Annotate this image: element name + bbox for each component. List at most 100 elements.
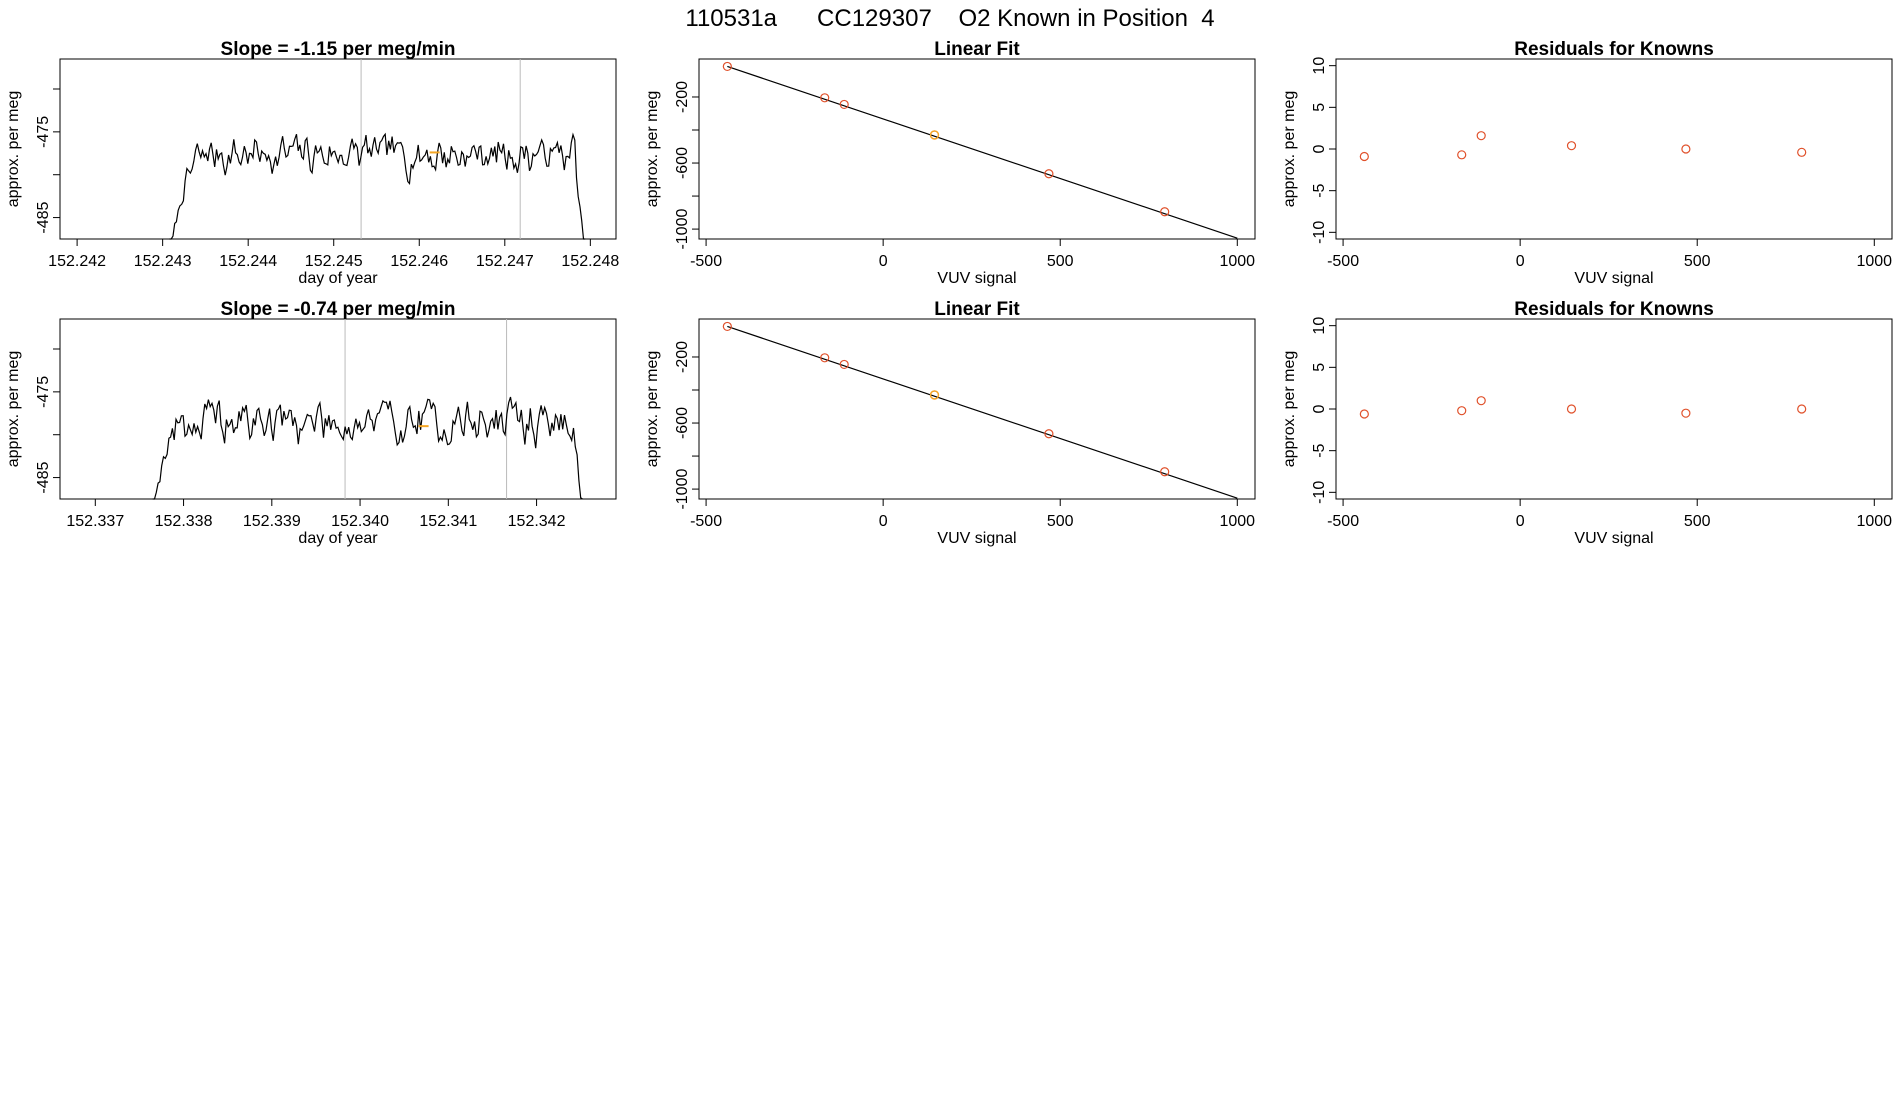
fit2-point — [1044, 429, 1054, 439]
fit1-ytick-label: -200 — [674, 81, 691, 113]
ts1-ylabel: approx. per meg — [5, 91, 22, 208]
res1-title: Residuals for Knowns — [1514, 39, 1714, 60]
ts2-xtick-label: 152.340 — [331, 513, 389, 530]
fit2-xtick-label: 0 — [879, 513, 888, 530]
res2-ytick-label: 0 — [1311, 404, 1328, 413]
fit1-plot-frame — [698, 58, 1256, 240]
ts2-xtick-label: 152.339 — [243, 513, 301, 530]
fit1-title: Linear Fit — [934, 39, 1020, 60]
res2-point — [1681, 408, 1691, 418]
fit1-xtick-label: 0 — [879, 253, 888, 270]
fit2-xlabel: VUV signal — [937, 530, 1016, 547]
res2-point — [1566, 404, 1577, 414]
res2-xtick-label: 1000 — [1856, 513, 1892, 530]
ts1-series-line — [169, 132, 586, 240]
fit1-point — [722, 61, 732, 72]
fit2-point — [820, 353, 830, 363]
ts1-title: Slope = -1.15 per meg/min — [221, 39, 456, 60]
res1-xtick-label: 500 — [1684, 253, 1711, 270]
ts1-xlabel: day of year — [298, 270, 378, 287]
res2-ylabel: approx. per meg — [1281, 351, 1298, 468]
res1-ytick-label: 10 — [1311, 57, 1328, 75]
res1-xtick-label: -500 — [1327, 253, 1359, 270]
fit1-ytick-label: -1000 — [674, 209, 691, 250]
res2-ytick-label: -5 — [1311, 443, 1328, 457]
fit2-fit-line — [727, 325, 1238, 499]
res1-plot-frame — [1335, 58, 1893, 240]
res2-ytick-label: 5 — [1311, 363, 1328, 372]
res2-xtick-label: 0 — [1516, 513, 1525, 530]
fit1-point — [839, 99, 849, 110]
ts2-xtick-label: 152.342 — [508, 513, 566, 530]
fit2-plot-frame — [698, 318, 1256, 500]
ts1-xtick-label: 152.242 — [48, 253, 106, 270]
ts2-plot-frame — [59, 318, 617, 500]
fit2-ylabel: approx. per meg — [644, 351, 661, 468]
ts2-series-line — [152, 396, 583, 500]
fit2-point — [722, 321, 732, 332]
res1-xtick-label: 1000 — [1856, 253, 1892, 270]
ts2-title: Slope = -0.74 per meg/min — [221, 299, 456, 320]
ts1-plot-frame — [59, 58, 617, 240]
fit2-highlight-point — [929, 390, 940, 400]
res1-point — [1681, 144, 1691, 154]
fit1-xtick-label: 1000 — [1219, 253, 1255, 270]
res1-point — [1457, 150, 1467, 160]
res1-xlabel: VUV signal — [1574, 270, 1653, 287]
res1-point — [1797, 147, 1807, 157]
res1-xtick-label: 0 — [1516, 253, 1525, 270]
ts2-xtick-label: 152.341 — [419, 513, 477, 530]
res2-point — [1457, 406, 1467, 416]
fit1-xlabel: VUV signal — [937, 270, 1016, 287]
ts1-xtick-label: 152.243 — [134, 253, 192, 270]
res1-ytick-label: -10 — [1311, 221, 1328, 244]
ts1-xtick-label: 152.244 — [219, 253, 277, 270]
res2-point — [1359, 409, 1369, 419]
fit2-xtick-label: 1000 — [1219, 513, 1255, 530]
ts1-ytick-label: -475 — [35, 116, 52, 148]
ts1-xtick-label: 152.247 — [476, 253, 534, 270]
res2-xtick-label: -500 — [1327, 513, 1359, 530]
fit1-xtick-label: -500 — [690, 253, 722, 270]
res1-ylabel: approx. per meg — [1281, 91, 1298, 208]
fit1-ytick-label: -600 — [674, 147, 691, 179]
fit1-xtick-label: 500 — [1047, 253, 1074, 270]
fit1-point — [820, 93, 830, 103]
res1-point — [1566, 141, 1577, 151]
ts2-xtick-label: 152.337 — [66, 513, 124, 530]
res2-title: Residuals for Knowns — [1514, 299, 1714, 320]
res2-plot-frame — [1335, 318, 1893, 500]
fit2-title: Linear Fit — [934, 299, 1020, 320]
fit1-point — [1044, 169, 1054, 179]
ts2-xtick-label: 152.338 — [155, 513, 213, 530]
ts2-ytick-label: -485 — [35, 461, 52, 493]
fit1-point — [1160, 207, 1170, 217]
fit2-point — [1160, 467, 1170, 477]
ts1-ytick-label: -485 — [35, 201, 52, 233]
ts2-xlabel: day of year — [298, 530, 378, 547]
fit1-fit-line — [727, 65, 1238, 239]
res1-ytick-label: -5 — [1311, 183, 1328, 197]
ts1-xtick-label: 152.248 — [561, 253, 619, 270]
res2-point — [1797, 404, 1807, 414]
res2-ytick-label: 10 — [1311, 317, 1328, 335]
fit2-xtick-label: 500 — [1047, 513, 1074, 530]
ts2-ytick-label: -475 — [35, 376, 52, 408]
ts1-xtick-label: 152.246 — [390, 253, 448, 270]
fit2-xtick-label: -500 — [690, 513, 722, 530]
res1-point — [1476, 131, 1486, 141]
res2-ytick-label: -10 — [1311, 481, 1328, 504]
ts1-xtick-label: 152.245 — [305, 253, 363, 270]
res2-point — [1476, 396, 1486, 406]
fit2-ytick-label: -600 — [674, 407, 691, 439]
fit1-highlight-point — [929, 130, 940, 140]
fit2-ytick-label: -200 — [674, 341, 691, 373]
res1-ytick-label: 0 — [1311, 144, 1328, 153]
res1-point — [1359, 151, 1369, 162]
res2-xtick-label: 500 — [1684, 513, 1711, 530]
res1-ytick-label: 5 — [1311, 103, 1328, 112]
fit2-point — [839, 359, 849, 370]
fit2-ytick-label: -1000 — [674, 469, 691, 510]
